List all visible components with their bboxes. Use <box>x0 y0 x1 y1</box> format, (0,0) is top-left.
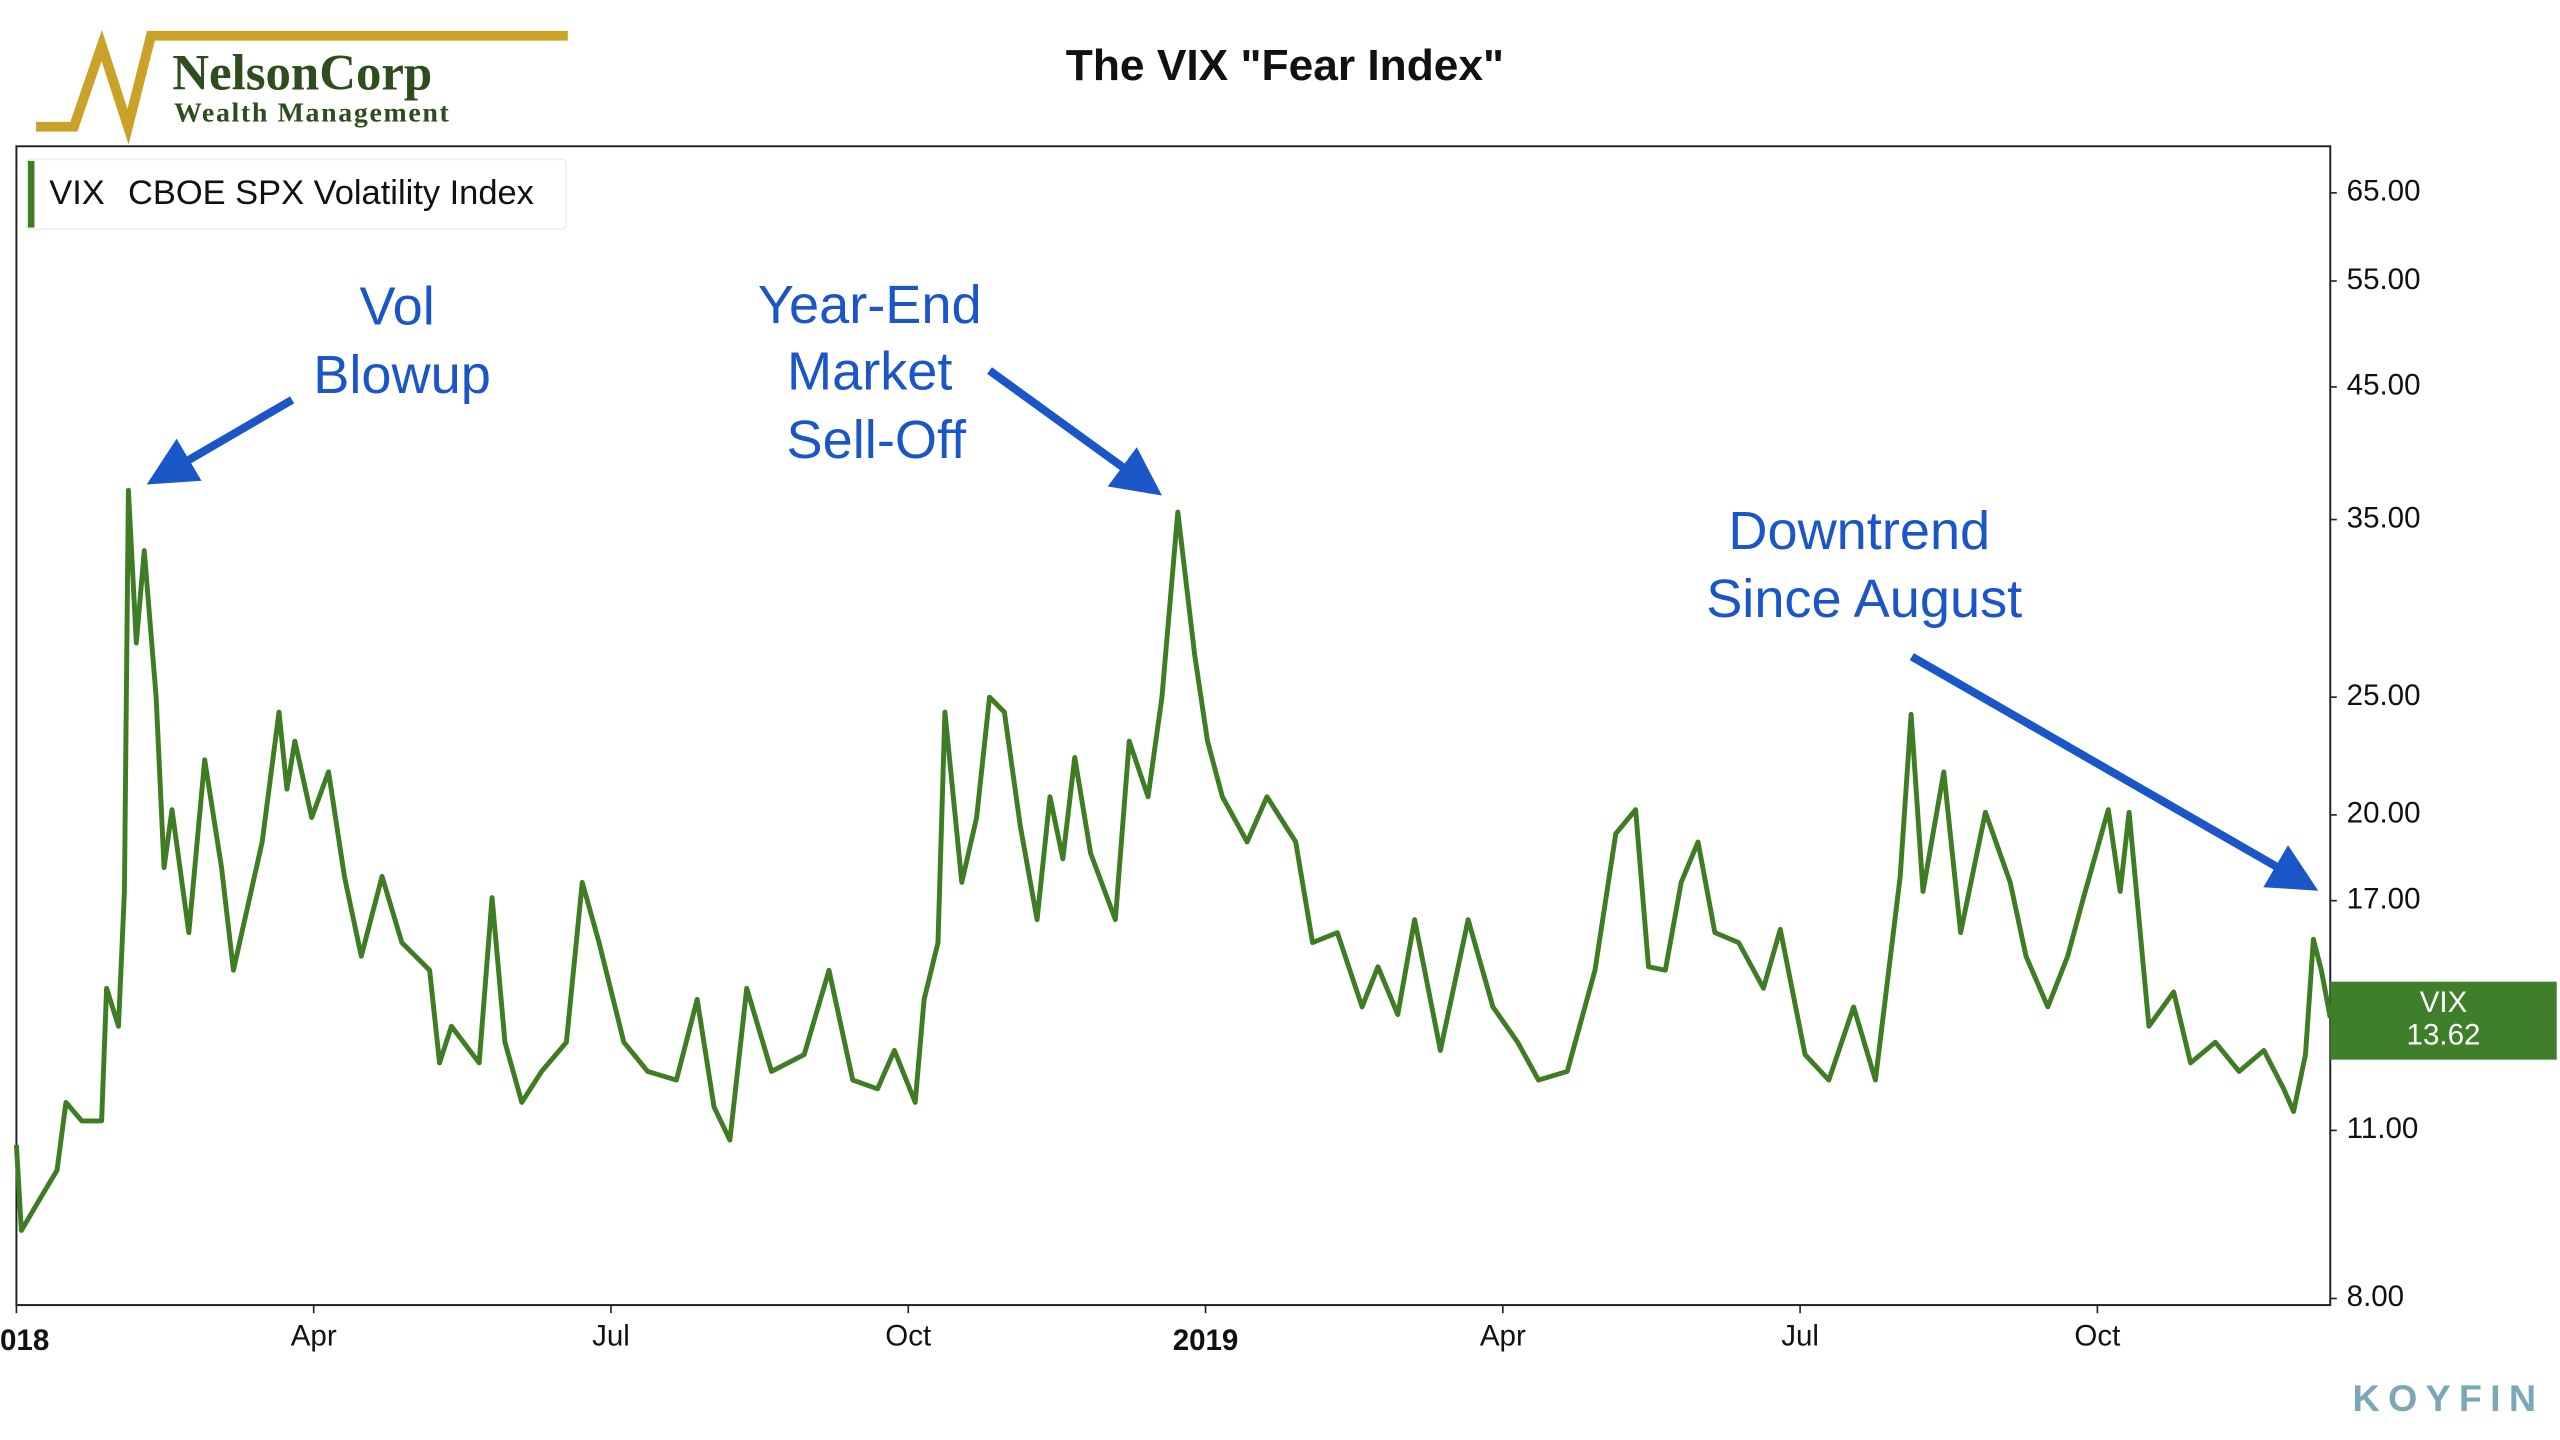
legend: VIX CBOE SPX Volatility Index <box>25 158 567 230</box>
badge-box <box>2330 981 2557 1060</box>
x-tick-label: Apr <box>1480 1319 1526 1352</box>
annotation-arrow <box>987 367 1162 496</box>
y-tick-label: 17.00 <box>2347 883 2421 916</box>
annotation-arrow <box>146 396 295 485</box>
legend-box <box>25 158 567 230</box>
badge-value: 13.62 <box>2407 1019 2481 1052</box>
logo-tagline: Wealth Management <box>174 98 450 129</box>
y-tick-label: 11.00 <box>2347 1112 2419 1145</box>
x-tick-label: 2018 <box>0 1324 49 1357</box>
annotation-text: Blowup <box>313 345 491 405</box>
last-value-badge: VIX 13.62 <box>2330 981 2557 1060</box>
y-tick-label: 25.00 <box>2347 679 2421 712</box>
y-tick-label: 8.00 <box>2347 1280 2404 1313</box>
x-tick-label: Jul <box>592 1319 630 1352</box>
y-tick-label: 55.00 <box>2347 263 2421 296</box>
series <box>13 487 2333 1233</box>
x-tick-label: Oct <box>885 1319 931 1352</box>
x-tick-label: Jul <box>1781 1319 1819 1352</box>
legend-swatch <box>27 160 35 228</box>
y-tick-label: 45.00 <box>2347 369 2421 402</box>
line <box>13 487 2333 1233</box>
y-tick-label: 65.00 <box>2347 175 2421 208</box>
y-tick-label: 35.00 <box>2347 501 2421 534</box>
logo-name: NelsonCorp <box>172 45 432 101</box>
watermark: KOYFIN <box>2353 1377 2545 1419</box>
legend-name: VIX <box>49 174 105 212</box>
chart-title: The VIX "Fear Index" <box>1066 41 1504 90</box>
annotation-text: Sell-Off <box>787 410 968 470</box>
annotation-text: Downtrend <box>1728 501 1990 561</box>
annotation-text: Market <box>787 342 952 402</box>
badge-name: VIX <box>2420 986 2468 1019</box>
annotation-arrow <box>1909 653 2319 891</box>
annotations: Vol Blowup Year-End Market Sell-Off Down… <box>146 275 2319 891</box>
logo-mark <box>36 29 568 145</box>
logo: NelsonCorp Wealth Management <box>36 29 568 145</box>
y-tick-label: 20.00 <box>2347 797 2421 830</box>
annotation-text: Since August <box>1706 569 2022 629</box>
x-tick-label: 2019 <box>1173 1324 1239 1357</box>
x-tick-label: Apr <box>291 1319 337 1352</box>
legend-description: CBOE SPX Volatility Index <box>128 174 534 212</box>
x-tick-label: Oct <box>2074 1319 2120 1352</box>
annotation-text: Year-End <box>758 275 982 335</box>
annotation-text: Vol <box>359 277 434 337</box>
